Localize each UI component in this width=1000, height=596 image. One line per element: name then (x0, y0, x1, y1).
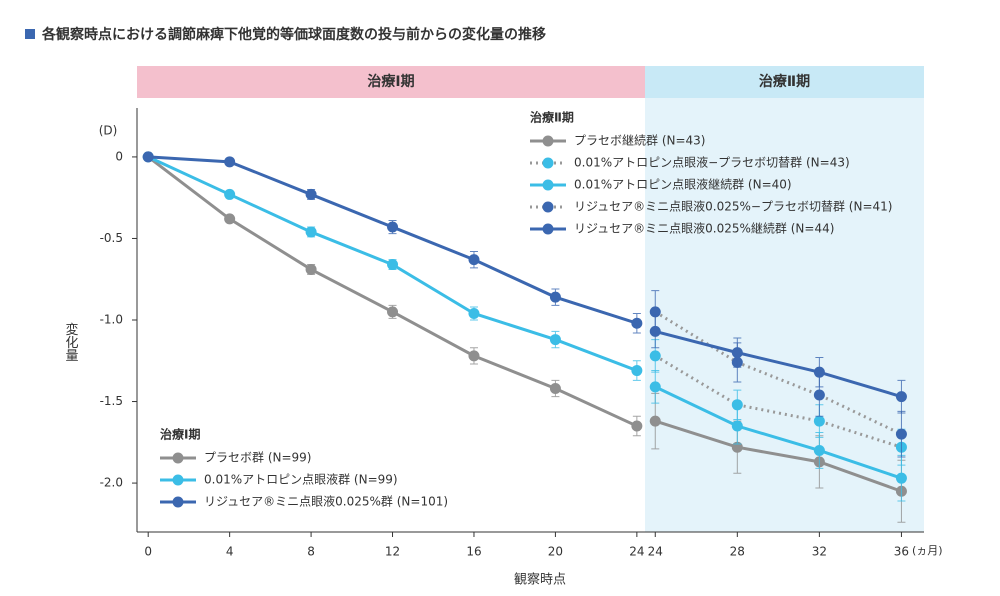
data-point (549, 291, 561, 303)
data-point (731, 347, 743, 359)
data-point (813, 366, 825, 378)
legend-label: プラセボ群 (N=99) (204, 451, 311, 465)
data-point (731, 399, 743, 411)
series-line (654, 329, 902, 399)
data-point (813, 415, 825, 427)
legend-label: 0.01%アトロピン点眼液群 (N=99) (204, 472, 398, 487)
panel-background (645, 98, 924, 532)
legend-marker (542, 157, 554, 169)
legend-marker (172, 496, 184, 508)
data-point (895, 391, 907, 403)
x-axis-label: 観察時点 (514, 573, 566, 588)
x-tick-label: 28 (730, 545, 745, 559)
title-marker (25, 29, 35, 39)
chart-title: 各観察時点における調節麻痺下他覚的等価球面度数の投与前からの変化量の推移 (41, 26, 546, 43)
data-point (224, 188, 236, 200)
x-tick-label: 36 (894, 545, 909, 559)
data-point (468, 254, 480, 266)
x-tick-label: 4 (226, 545, 234, 559)
data-point (731, 420, 743, 432)
data-point (813, 389, 825, 401)
data-point (731, 441, 743, 453)
data-point (895, 472, 907, 484)
legend-label: リジュセア®ミニ点眼液0.025%継続群 (N=44) (574, 221, 834, 236)
legend-label: 0.01%アトロピン点眼液継続群 (N=40) (574, 177, 792, 192)
data-point (387, 259, 399, 271)
legend-title: 治療Ⅰ期 (160, 427, 200, 442)
legend-label: リジュセア®ミニ点眼液0.025%−プラセボ切替群 (N=41) (574, 199, 892, 214)
legend-marker (542, 223, 554, 235)
data-point (895, 428, 907, 440)
data-point (142, 151, 154, 163)
data-point (305, 263, 317, 275)
data-point (631, 317, 643, 329)
legend-marker (172, 474, 184, 486)
x-tick-label: 16 (466, 545, 481, 559)
series-line (654, 354, 902, 449)
x-tick-label: 0 (144, 545, 152, 559)
series-line (654, 419, 902, 493)
legend-title: 治療Ⅱ期 (530, 110, 574, 125)
data-point (305, 188, 317, 200)
x-tick-label: 8 (307, 545, 315, 559)
data-point (305, 226, 317, 238)
series-line (654, 385, 902, 480)
legend-label: リジュセア®ミニ点眼液0.025%群 (N=101) (204, 494, 448, 509)
series-line (654, 310, 903, 436)
period-header (137, 66, 645, 98)
data-point (649, 306, 661, 318)
data-point (468, 350, 480, 362)
legend-marker (542, 179, 554, 191)
period-header (645, 66, 924, 98)
data-point (468, 307, 480, 319)
data-point (649, 325, 661, 337)
x-tick-label: 20 (548, 545, 563, 559)
data-point (224, 213, 236, 225)
data-point (224, 156, 236, 168)
x-tick-label: 24 (648, 545, 663, 559)
y-tick-label: -1.5 (100, 394, 123, 408)
legend-marker (542, 201, 554, 213)
data-point (387, 221, 399, 233)
x-tick-label: 32 (812, 545, 827, 559)
legend-marker (542, 135, 554, 147)
x-tick-label: 12 (385, 545, 400, 559)
y-tick-label: -1.0 (100, 313, 123, 327)
period-title: 治療Ⅱ期 (759, 73, 810, 90)
y-axis-label: 変化量 (63, 322, 79, 362)
data-point (549, 334, 561, 346)
data-point (631, 420, 643, 432)
data-point (649, 350, 661, 362)
data-point (387, 306, 399, 318)
data-point (649, 381, 661, 393)
y-tick-label: -2.0 (100, 476, 123, 490)
data-point (813, 444, 825, 456)
y-tick-label: -0.5 (100, 231, 123, 245)
y-tick-label: 0 (115, 149, 123, 163)
x-unit: (ヵ月) (912, 544, 943, 557)
y-unit: (D) (99, 124, 118, 138)
x-tick-label: 24 (629, 545, 644, 559)
legend-label: 0.01%アトロピン点眼液−プラセボ切替群 (N=43) (574, 155, 850, 170)
data-point (631, 365, 643, 377)
data-point (649, 415, 661, 427)
legend-label: プラセボ継続群 (N=43) (574, 133, 705, 148)
legend-marker (172, 452, 184, 464)
period-title: 治療Ⅰ期 (367, 73, 414, 90)
data-point (549, 382, 561, 394)
